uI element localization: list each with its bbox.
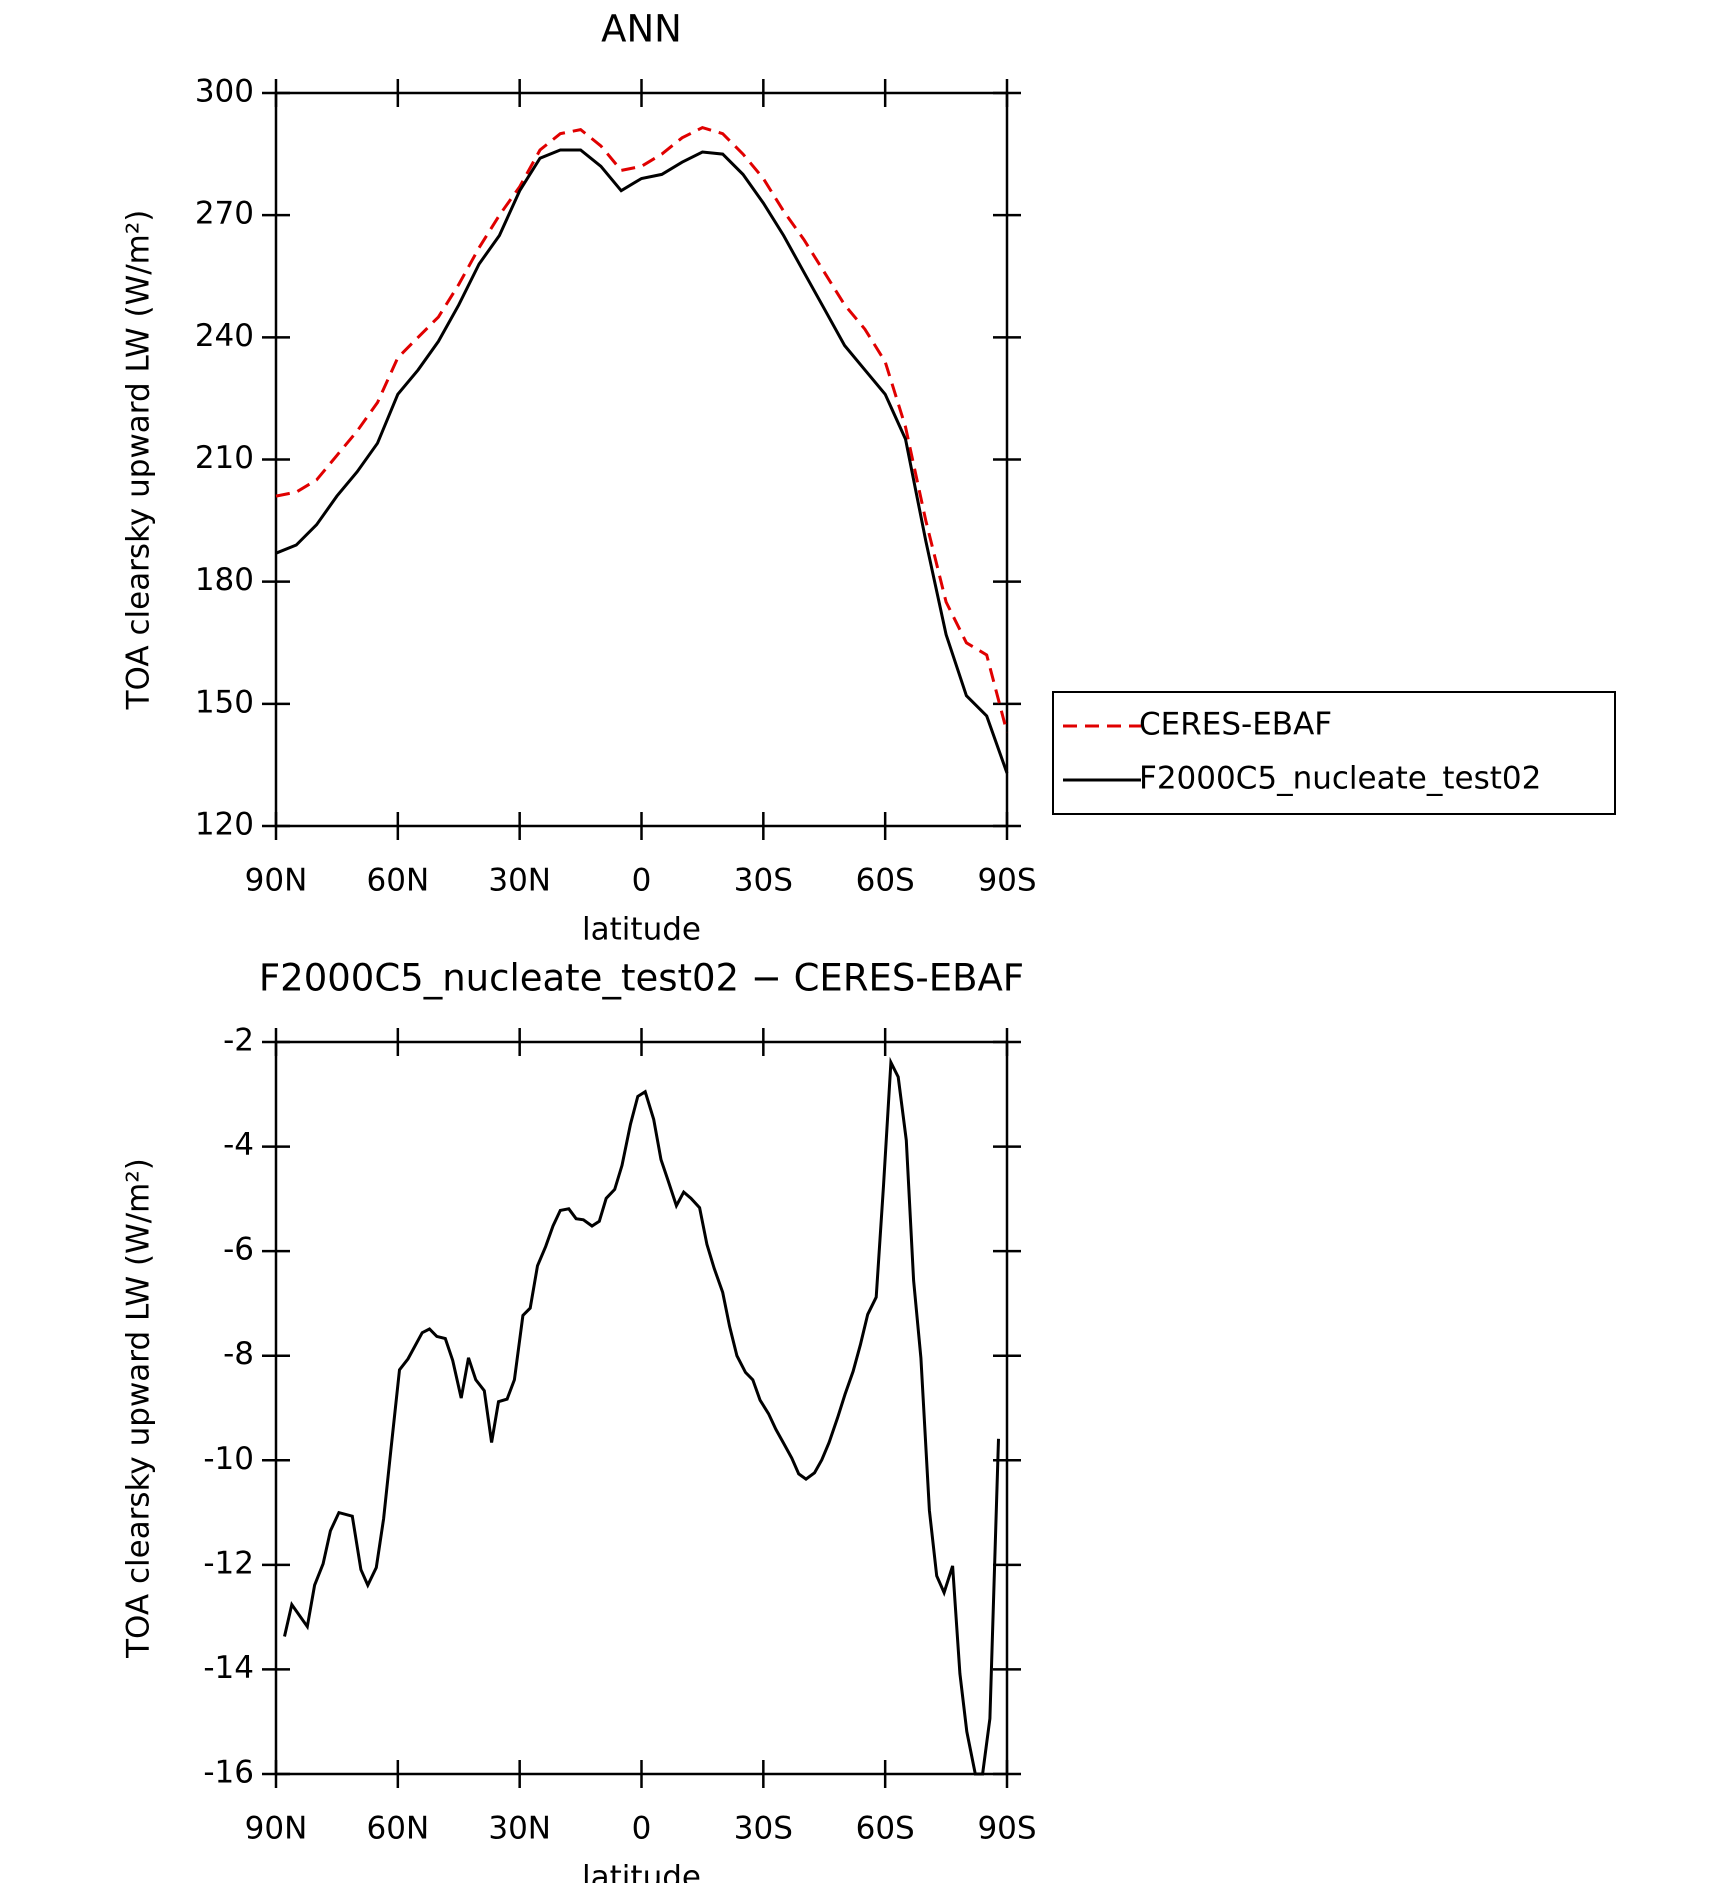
y-tick-label: 210 bbox=[195, 440, 254, 476]
chart-title: F2000C5_nucleate_test02 − CERES-EBAF bbox=[259, 957, 1024, 1000]
x-tick-label: 30S bbox=[734, 863, 793, 899]
y-tick-label: -16 bbox=[203, 1755, 254, 1791]
x-tick-label: 90N bbox=[245, 1811, 308, 1847]
y-tick-label: -6 bbox=[223, 1232, 254, 1268]
y-axis-label: TOA clearsky upward LW (W/m²) bbox=[121, 1158, 157, 1659]
x-tick-label: 30N bbox=[488, 863, 551, 899]
plot-frame bbox=[274, 91, 1009, 828]
x-tick-label: 60S bbox=[856, 1811, 915, 1847]
x-tick-label: 90S bbox=[977, 1811, 1036, 1847]
x-tick-label: 0 bbox=[632, 1811, 652, 1847]
data-line bbox=[275, 148, 1009, 774]
y-tick-label: -14 bbox=[203, 1650, 254, 1686]
x-tick-label: 30S bbox=[734, 1811, 793, 1847]
data-line bbox=[275, 125, 1009, 733]
y-tick-label: -12 bbox=[203, 1545, 254, 1581]
y-tick-label: -2 bbox=[223, 1023, 254, 1059]
x-tick-label: 60N bbox=[367, 1811, 430, 1847]
y-tick-label: 120 bbox=[195, 807, 254, 843]
data-line bbox=[283, 1056, 1000, 1776]
x-tick-label: 90S bbox=[977, 863, 1036, 899]
y-tick-label: 180 bbox=[195, 562, 254, 598]
y-tick-label: 270 bbox=[195, 196, 254, 232]
y-tick-label: -10 bbox=[203, 1441, 254, 1477]
legend-label: F2000C5_nucleate_test02 bbox=[1139, 761, 1541, 797]
x-tick-label: 60N bbox=[367, 863, 430, 899]
legend-box bbox=[1052, 691, 1616, 815]
x-axis-label: latitude bbox=[582, 1860, 701, 1883]
x-tick-label: 0 bbox=[632, 863, 652, 899]
x-axis-label: latitude bbox=[582, 912, 701, 948]
y-tick-label: -4 bbox=[223, 1127, 254, 1163]
y-tick-label: -8 bbox=[223, 1336, 254, 1372]
legend-label: CERES-EBAF bbox=[1139, 707, 1332, 743]
x-tick-label: 90N bbox=[245, 863, 308, 899]
chart-title: ANN bbox=[601, 8, 682, 51]
x-tick-label: 60S bbox=[856, 863, 915, 899]
x-tick-label: 30N bbox=[488, 1811, 551, 1847]
y-axis-label: TOA clearsky upward LW (W/m²) bbox=[121, 210, 157, 711]
y-tick-label: 240 bbox=[195, 318, 254, 354]
y-tick-label: 150 bbox=[195, 684, 254, 720]
y-tick-label: 300 bbox=[195, 74, 254, 110]
plot-frame bbox=[274, 1040, 1009, 1776]
